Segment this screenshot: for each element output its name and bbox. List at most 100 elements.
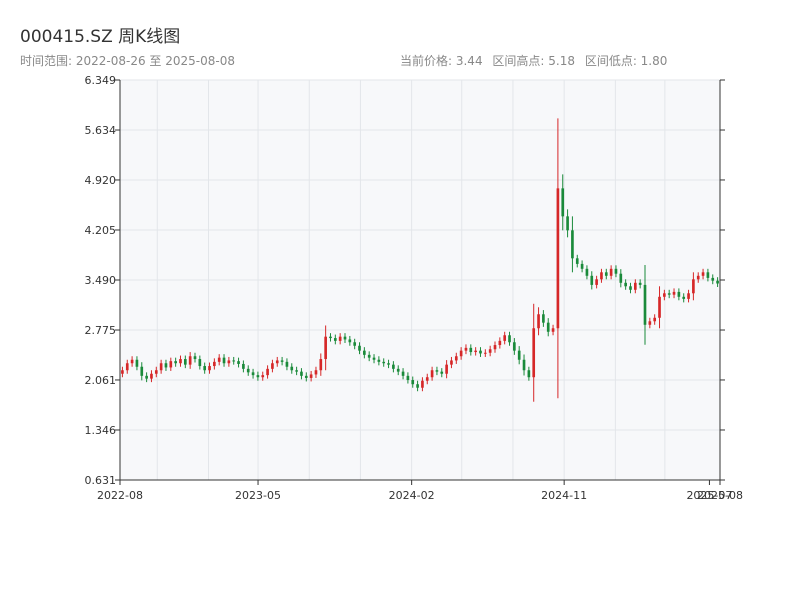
candle-body — [604, 272, 608, 276]
candle — [213, 358, 216, 370]
candle — [701, 268, 705, 280]
candle-body — [425, 377, 429, 381]
candle-body — [575, 258, 579, 264]
candle-body — [145, 375, 148, 379]
candle — [193, 352, 197, 363]
candle-body — [464, 347, 468, 351]
candle — [227, 356, 231, 367]
candle — [169, 357, 173, 371]
candle — [551, 324, 555, 336]
price-summary: 当前价格: 3.44 区间高点: 5.18 区间低点: 1.80 — [400, 52, 673, 69]
candle-body — [198, 359, 202, 367]
candle-body — [367, 354, 371, 358]
candle-body — [295, 370, 298, 372]
candle-body — [658, 296, 661, 318]
candle — [363, 347, 366, 359]
candle — [135, 356, 139, 371]
candle-body — [508, 335, 511, 343]
candle-body — [479, 350, 482, 354]
candle-body — [493, 345, 497, 350]
candle — [164, 359, 168, 371]
candle-body — [517, 350, 521, 360]
candle-body — [392, 364, 395, 369]
candle — [401, 368, 405, 380]
candle-body — [624, 282, 627, 287]
candle — [338, 333, 342, 345]
range-high-label: 区间高点: 5.18 — [492, 54, 575, 68]
x-tick-label: 2024-02 — [389, 489, 435, 502]
candle-body — [140, 366, 144, 376]
candle — [542, 310, 545, 327]
candle-body — [542, 314, 545, 323]
y-tick-label: 6.349 — [85, 74, 117, 87]
candle-body — [169, 361, 173, 368]
x-tick-label: 2025-08 — [697, 489, 743, 502]
candle-body — [266, 368, 269, 376]
candle — [614, 265, 618, 278]
candle-body — [706, 272, 710, 278]
candle — [280, 356, 284, 366]
candle-body — [580, 263, 584, 269]
candle-body — [280, 360, 284, 362]
candle-body — [372, 357, 376, 360]
candle — [261, 371, 265, 381]
candle-body — [532, 328, 536, 378]
candle-body — [242, 363, 245, 369]
candle — [348, 335, 352, 346]
candle — [469, 344, 473, 356]
candle-body — [474, 350, 477, 353]
candle-body — [290, 366, 294, 371]
candle — [387, 359, 390, 369]
candle — [474, 347, 477, 356]
candle — [333, 334, 337, 345]
candle-body — [629, 286, 632, 290]
candle — [256, 371, 260, 381]
candle-body — [711, 277, 715, 281]
candle — [222, 354, 226, 367]
candle — [396, 365, 400, 376]
candle-body — [396, 368, 400, 372]
candle — [445, 360, 448, 379]
candle — [343, 333, 347, 343]
candle-body — [314, 370, 318, 375]
candle-body — [416, 384, 419, 388]
candle-body — [459, 350, 463, 357]
candle-body — [401, 371, 405, 376]
candle-body — [488, 349, 492, 353]
candle-body — [271, 363, 274, 369]
candle — [242, 360, 245, 373]
candle — [300, 368, 303, 380]
candle — [367, 351, 371, 362]
candle — [619, 269, 623, 288]
candle — [377, 356, 381, 366]
candle — [517, 346, 521, 365]
candle — [237, 357, 240, 368]
candle-body — [667, 293, 671, 295]
candle — [421, 377, 424, 392]
candle — [295, 366, 298, 376]
candle — [251, 368, 255, 379]
candle — [430, 366, 434, 381]
candle — [358, 342, 361, 355]
candle-body — [450, 360, 453, 365]
candle — [716, 277, 719, 287]
grid-lines — [120, 79, 720, 481]
candle — [590, 271, 594, 290]
candle-body — [643, 284, 647, 325]
candle-body — [716, 280, 719, 284]
candle — [329, 333, 332, 342]
candle — [561, 174, 565, 231]
candle — [532, 303, 536, 402]
candle-body — [309, 374, 313, 378]
candle — [546, 318, 550, 337]
candle-body — [183, 359, 187, 365]
candle — [130, 356, 134, 367]
candle-body — [300, 371, 303, 376]
candle — [580, 260, 584, 273]
candle-body — [440, 371, 444, 374]
candle — [425, 373, 429, 385]
candle-body — [121, 370, 124, 374]
candle-body — [329, 336, 332, 339]
candle-body — [595, 279, 598, 285]
candle-body — [174, 361, 177, 364]
